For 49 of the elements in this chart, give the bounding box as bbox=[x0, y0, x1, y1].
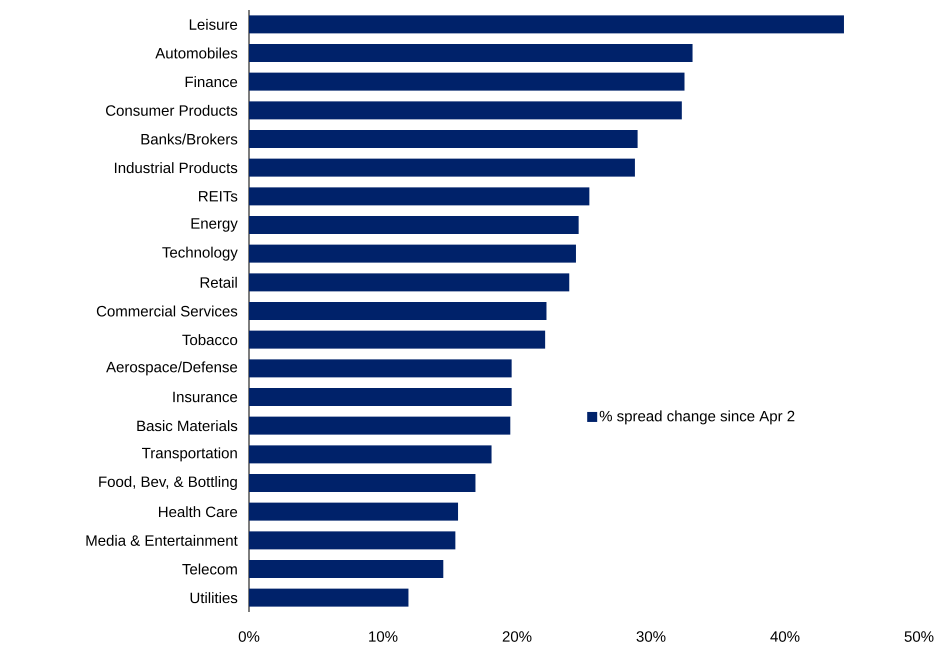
y-tick-label: Finance bbox=[186, 76, 238, 88]
y-tick-label: Consumer Products bbox=[106, 104, 238, 116]
y-tick-label: Tobacco bbox=[182, 334, 238, 346]
bar bbox=[249, 273, 570, 292]
y-tick-label: Aerospace/Defense bbox=[106, 361, 238, 376]
y-tick-label: Telecom bbox=[182, 563, 237, 575]
bar bbox=[249, 474, 476, 492]
bar bbox=[249, 244, 576, 263]
bar bbox=[249, 330, 546, 349]
bar bbox=[249, 388, 512, 406]
x-tick-label: 0% bbox=[238, 631, 260, 642]
x-tick-label: 30% bbox=[636, 631, 666, 642]
bar bbox=[249, 158, 635, 177]
y-tick-label: Retail bbox=[200, 276, 237, 288]
bar bbox=[249, 130, 638, 148]
y-tick-label: Leisure bbox=[190, 18, 238, 30]
y-tick-label: REITs bbox=[199, 191, 238, 202]
bar bbox=[249, 302, 546, 320]
bar bbox=[249, 216, 579, 234]
bar bbox=[249, 531, 456, 550]
bar bbox=[249, 588, 408, 607]
y-tick-label: Automobiles bbox=[155, 47, 238, 59]
x-tick-label: 10% bbox=[369, 631, 398, 642]
y-tick-label: Media & Entertainment bbox=[86, 534, 238, 546]
y-tick-label: Banks/Brokers bbox=[142, 133, 238, 145]
legend-label: % spread change since Apr 2 bbox=[600, 410, 794, 424]
y-tick-label: Health Care bbox=[158, 506, 238, 518]
bar bbox=[249, 187, 590, 206]
bar bbox=[249, 72, 685, 91]
bar bbox=[249, 101, 682, 120]
y-tick-label: Technology bbox=[162, 246, 238, 261]
y-tick-label: Insurance bbox=[173, 392, 238, 402]
y-tick-label: Commercial Services bbox=[96, 305, 238, 317]
y-tick-label: Food, Bev, & Bottling bbox=[99, 476, 237, 490]
y-tick-label: Basic Materials bbox=[137, 420, 238, 432]
bar bbox=[249, 502, 458, 521]
x-tick-label: 40% bbox=[770, 631, 800, 642]
y-tick-label: Industrial Products bbox=[114, 162, 238, 174]
bar bbox=[249, 359, 512, 378]
bar bbox=[249, 560, 444, 578]
bar bbox=[249, 15, 844, 34]
bar bbox=[249, 416, 510, 435]
y-tick-label: Utilities bbox=[190, 592, 238, 604]
y-tick-label: Energy bbox=[192, 218, 238, 232]
x-tick-label: 20% bbox=[502, 631, 532, 642]
bar bbox=[249, 445, 492, 464]
y-tick-label: Transportation bbox=[142, 447, 237, 462]
x-tick-label: 50% bbox=[904, 631, 934, 642]
bar bbox=[249, 44, 693, 62]
